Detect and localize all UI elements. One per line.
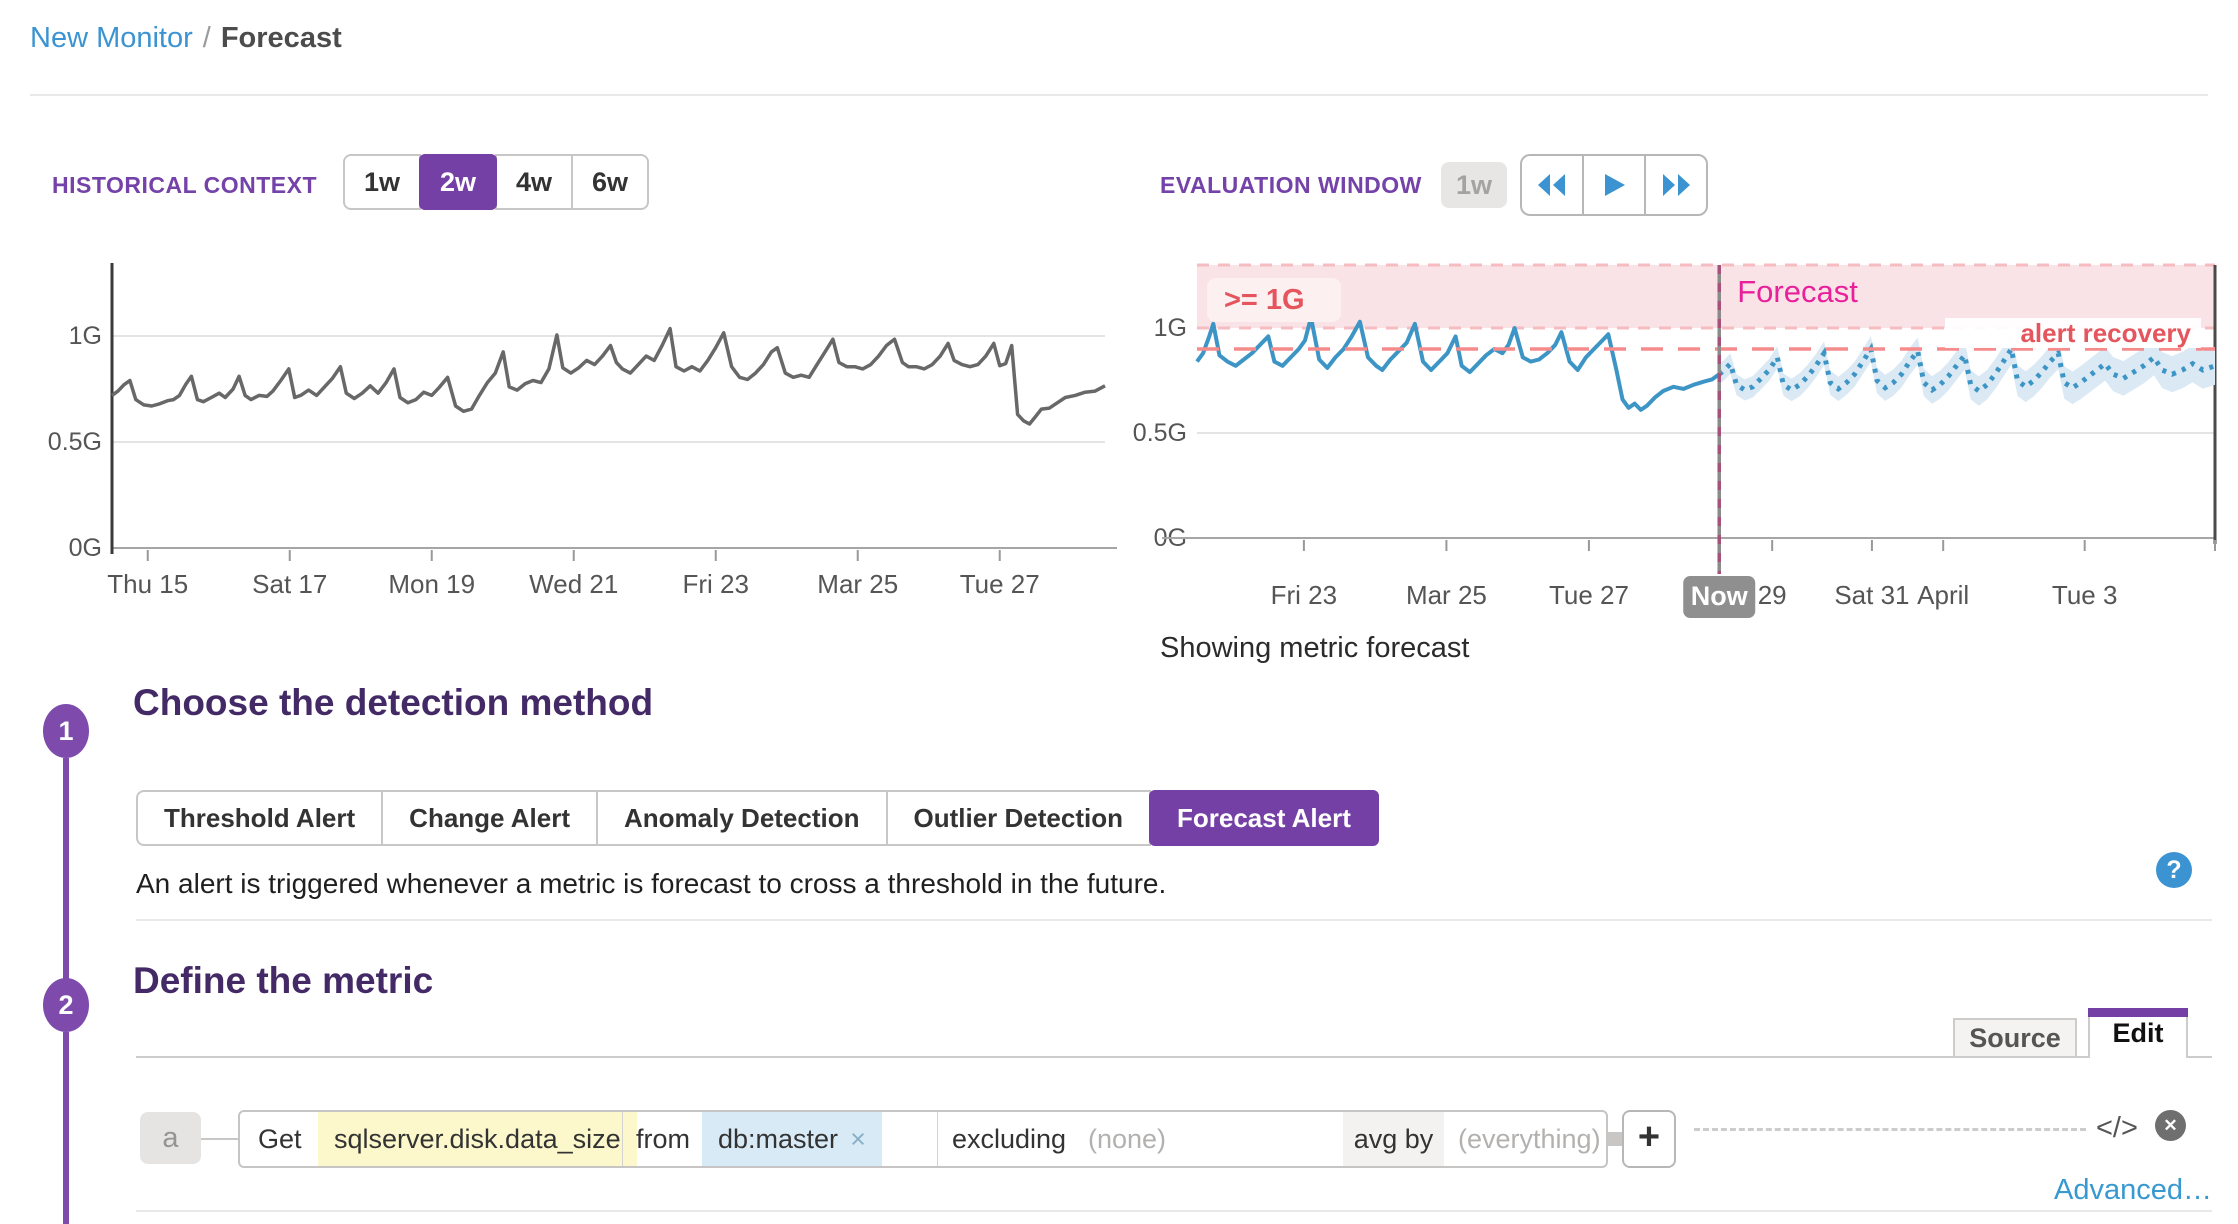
svg-text:Mon 19: Mon 19 <box>388 569 475 599</box>
detection-forecast-alert[interactable]: Forecast Alert <box>1149 790 1379 846</box>
historical-context-label: HISTORICAL CONTEXT <box>52 172 317 198</box>
code-icon[interactable]: </> <box>2096 1112 2138 1144</box>
query-row-divider <box>136 1210 2212 1212</box>
detection-method-group: Threshold Alert Change Alert Anomaly Det… <box>136 790 1379 846</box>
breadcrumb-separator: / <box>202 22 211 54</box>
svg-text:Now: Now <box>1691 581 1749 611</box>
svg-text:April: April <box>1917 580 1969 610</box>
tab-edit-accent <box>2088 1008 2188 1017</box>
svg-text:Tue 3: Tue 3 <box>2052 580 2118 610</box>
evaluation-playback-controls <box>1520 154 1708 216</box>
svg-text:29: 29 <box>1758 580 1787 610</box>
excluding-field[interactable]: (none) <box>1088 1123 1167 1154</box>
detection-outlier-detection[interactable]: Outlier Detection <box>885 790 1151 846</box>
step-1-indicator: 1 <box>43 704 89 758</box>
svg-text:Forecast: Forecast <box>1737 274 1858 309</box>
svg-text:Sat 17: Sat 17 <box>252 569 327 599</box>
query-excluding-label: excluding <box>952 1123 1067 1154</box>
svg-text:Fri 23: Fri 23 <box>1271 580 1337 610</box>
step-2-heading: Define the metric <box>133 960 434 1001</box>
add-query-button[interactable]: + <box>1622 1110 1676 1168</box>
detection-change-alert[interactable]: Change Alert <box>381 790 599 846</box>
plus-connector <box>1608 1132 1622 1146</box>
query-from-label: from <box>636 1123 690 1154</box>
fast-forward-icon <box>1663 174 1690 196</box>
range-button-2w[interactable]: 2w <box>419 154 497 210</box>
detection-threshold-alert[interactable]: Threshold Alert <box>136 790 384 846</box>
step-2-indicator: 2 <box>43 978 89 1032</box>
query-avg-by-label: avg by <box>1343 1112 1444 1166</box>
range-button-6w[interactable]: 6w <box>571 154 649 210</box>
svg-text:Mar 25: Mar 25 <box>1406 580 1487 610</box>
tab-source[interactable]: Source <box>1953 1018 2077 1058</box>
svg-text:Tue 27: Tue 27 <box>960 569 1040 599</box>
historical-context-range-group: 1w 2w 4w 6w <box>343 154 649 210</box>
svg-text:>= 1G: >= 1G <box>1224 284 1305 316</box>
svg-text:1G: 1G <box>1154 314 1187 342</box>
svg-text:1G: 1G <box>69 322 102 350</box>
section-divider <box>136 919 2212 921</box>
step-connector-line-2 <box>63 1032 69 1224</box>
breadcrumb-link-new-monitor[interactable]: New Monitor <box>30 22 193 54</box>
historical-context-chart: 0G 0.5G 1G Thu 15 Sat 17 Mon 19 Wed 21 Fri 23 Ma… <box>48 263 1117 599</box>
svg-text:0.5G: 0.5G <box>1133 419 1187 447</box>
remove-query-icon[interactable]: ✕ <box>2155 1110 2186 1141</box>
avg-by-field[interactable]: (everything) <box>1458 1123 1601 1154</box>
query-dashed-line <box>1694 1128 2086 1131</box>
svg-text:0G: 0G <box>69 534 102 562</box>
fast-forward-button[interactable] <box>1644 154 1708 216</box>
query-letter-badge: a <box>140 1112 201 1164</box>
step-connector-line <box>63 758 69 980</box>
detection-anomaly-detection[interactable]: Anomaly Detection <box>596 790 888 846</box>
breadcrumb: New Monitor / Forecast <box>30 22 342 55</box>
evaluation-window-badge: 1w <box>1441 162 1507 208</box>
rewind-button[interactable] <box>1520 154 1584 216</box>
query-get-label: Get <box>258 1123 302 1154</box>
advanced-link[interactable]: Advanced… <box>2054 1174 2212 1206</box>
detection-method-description: An alert is triggered whenever a metric … <box>136 868 1167 899</box>
evaluation-window-label: EVALUATION WINDOW <box>1160 172 1422 198</box>
metric-name-field[interactable]: sqlserver.disk.data_size <box>318 1112 637 1166</box>
chart-caption: Showing metric forecast <box>1160 632 1470 664</box>
play-icon <box>1605 174 1625 196</box>
play-button[interactable] <box>1582 154 1646 216</box>
scope-tag[interactable]: db:master × <box>702 1112 882 1166</box>
svg-text:Fri 23: Fri 23 <box>683 569 749 599</box>
page-title: Forecast <box>220 22 342 54</box>
tabs-divider <box>136 1056 2212 1058</box>
svg-text:0.5G: 0.5G <box>48 428 102 456</box>
remove-scope-icon[interactable]: × <box>850 1123 866 1154</box>
range-button-4w[interactable]: 4w <box>495 154 573 210</box>
svg-text:Tue 27: Tue 27 <box>1549 580 1629 610</box>
range-button-1w[interactable]: 1w <box>343 154 421 210</box>
svg-text:Wed 21: Wed 21 <box>529 569 618 599</box>
metric-query-editor: Get sqlserver.disk.data_size from db:mas… <box>238 1110 1608 1168</box>
rewind-icon <box>1538 174 1565 196</box>
query-connector <box>201 1138 238 1140</box>
header-divider <box>30 94 2208 96</box>
help-icon[interactable]: ? <box>2156 852 2192 888</box>
svg-text:Thu 15: Thu 15 <box>107 569 188 599</box>
svg-text:Sat 31: Sat 31 <box>1834 580 1909 610</box>
svg-text:alert recovery: alert recovery <box>2020 318 2191 348</box>
svg-text:Mar 25: Mar 25 <box>817 569 898 599</box>
step-1-heading: Choose the detection method <box>133 682 654 723</box>
